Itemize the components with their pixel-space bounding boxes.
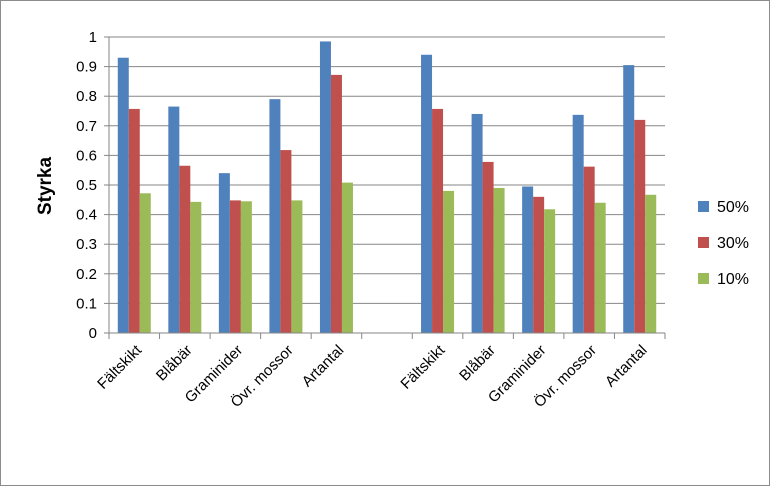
bar-30pct (634, 119, 646, 333)
bar-10pct (645, 194, 657, 333)
gridlines (109, 36, 665, 304)
bar-30pct (533, 196, 545, 333)
bar-50pct (623, 65, 635, 334)
y-tick-label: 0.2 (76, 266, 97, 283)
x-category-label: Fältskikt (94, 341, 146, 393)
legend-swatch (698, 237, 709, 248)
legend-label: 30% (717, 235, 749, 252)
bar-30pct (583, 166, 595, 333)
bars (117, 41, 657, 334)
bar-50pct (471, 113, 483, 334)
y-axis-title: Styrka (35, 157, 56, 216)
bar-10pct (341, 182, 353, 333)
x-category-label: Artantal (299, 342, 348, 391)
bar-50pct (319, 41, 331, 333)
bar-10pct (493, 187, 505, 333)
bar-30pct (128, 108, 140, 333)
y-tick-label: 0.7 (76, 118, 97, 135)
bar-10pct (240, 201, 252, 333)
y-tick-label: 0.3 (76, 236, 97, 253)
bar-50pct (269, 99, 281, 333)
bar-30pct (432, 108, 444, 333)
bar-10pct (190, 201, 202, 333)
y-tick-label: 0.5 (76, 177, 97, 194)
y-tick-label: 0 (89, 325, 97, 342)
y-tick-label: 0.9 (76, 59, 97, 76)
legend-swatch (698, 273, 709, 284)
bar-30pct (330, 74, 342, 333)
bar-50pct (168, 106, 180, 333)
legend-label: 10% (717, 271, 749, 288)
y-tick-label: 0.6 (76, 147, 97, 164)
bar-10pct (594, 202, 606, 333)
x-category-label: Blåbär (456, 342, 499, 385)
legend-label: 50% (717, 199, 749, 216)
bar-50pct (522, 186, 534, 333)
bar-30pct (280, 150, 292, 333)
y-tick-label: 0.4 (76, 207, 97, 224)
bar-50pct (218, 173, 230, 333)
bar-10pct (443, 190, 455, 333)
bar-10pct (291, 200, 303, 333)
x-category-label: Blåbär (153, 342, 196, 385)
bar-50pct (117, 57, 129, 333)
bar-30pct (179, 165, 191, 333)
bar-30pct (482, 161, 494, 333)
bar-50pct (421, 54, 433, 333)
bar-50pct (572, 114, 584, 334)
legend: 50% 30% 10% (698, 199, 749, 288)
y-tick-label: 0.8 (76, 88, 97, 105)
bar-10pct (544, 209, 556, 333)
y-tick-label: 0.1 (76, 295, 97, 312)
y-tick-label: 1 (89, 29, 97, 46)
x-category-label: Fältskikt (397, 341, 449, 393)
bar-10pct (139, 193, 151, 333)
bar-30pct (229, 200, 241, 333)
x-category-label: Artantal (602, 342, 651, 391)
legend-swatch (698, 201, 709, 212)
